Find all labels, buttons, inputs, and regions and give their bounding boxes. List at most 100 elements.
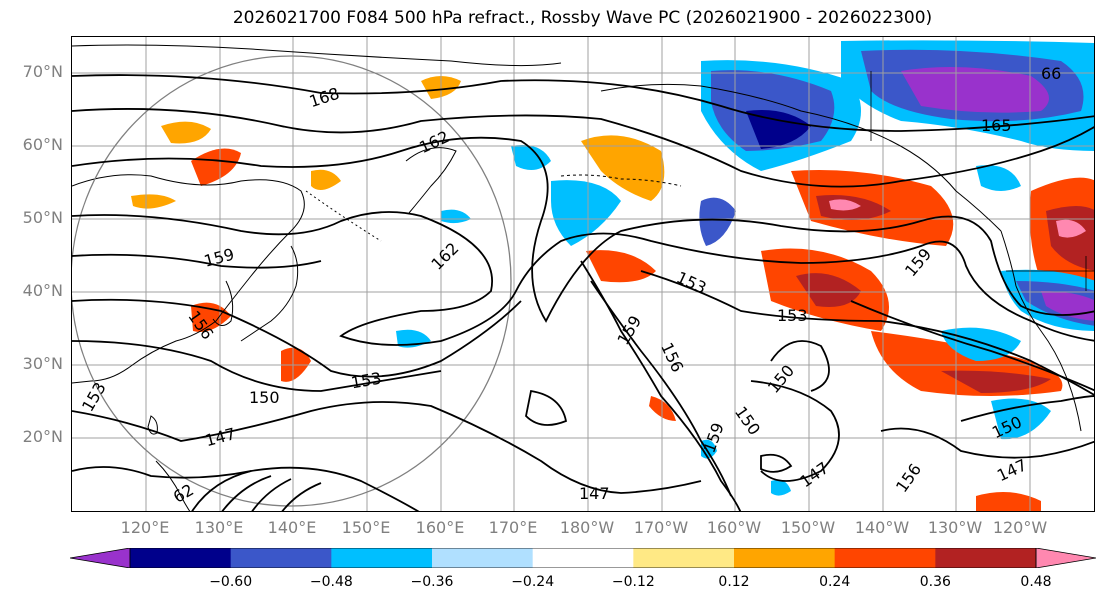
coastline-kurils <box>305 190 382 242</box>
contour-label: 162 <box>427 239 462 274</box>
shade-area <box>551 180 621 246</box>
contour-label: 168 <box>307 84 342 112</box>
colorbar-tick-label: 0.12 <box>718 574 750 590</box>
colorbar-tick-label: 0.24 <box>819 574 851 590</box>
contour-label: 153 <box>78 379 110 415</box>
colorbar <box>70 548 1096 568</box>
lon-label-120w: 120°W <box>992 518 1048 537</box>
colorbar-tick-label: −0.12 <box>611 574 655 590</box>
colorbar-tick-label: −0.36 <box>410 574 454 590</box>
lon-label-170e: 170°E <box>488 518 538 537</box>
colorbar-tick-label: 0.36 <box>919 574 951 590</box>
lat-label-50n: 50°N <box>22 208 63 227</box>
lat-label-40n: 40°N <box>22 281 63 300</box>
contour-label: 150 <box>764 361 798 397</box>
contour-label: 147 <box>994 455 1030 485</box>
colorbar-tick-label: −0.48 <box>309 574 353 590</box>
contour-label: 66 <box>1041 64 1061 83</box>
shade-area <box>161 121 211 144</box>
contour-label: 147 <box>203 424 237 450</box>
lat-label-70n: 70°N <box>22 62 63 81</box>
colorbar-extend-high <box>1035 548 1096 568</box>
lon-label-120e: 120°E <box>120 518 170 537</box>
lat-label-30n: 30°N <box>22 354 63 373</box>
contour-label: 150 <box>731 403 764 439</box>
shade-area <box>829 199 861 211</box>
contour-144 <box>72 466 420 511</box>
shading-layer <box>131 40 1094 511</box>
coastline-kamchatka <box>405 147 457 214</box>
map-panel: 168 165 162 162 159 159 159 159 156 156 … <box>71 36 1095 512</box>
coastline-boundary <box>870 71 1094 291</box>
shade-area <box>941 370 1051 393</box>
shade-area <box>796 273 861 307</box>
shade-area <box>441 209 471 224</box>
shade-area <box>1056 219 1086 238</box>
lat-label-20n: 20°N <box>22 427 63 446</box>
coastline-alaska <box>600 83 1002 232</box>
contour-150 <box>72 280 1094 497</box>
shade-area <box>586 250 656 283</box>
coastline-korea <box>212 280 234 326</box>
contour-label: 150 <box>249 388 280 407</box>
colorbar-segment <box>734 548 836 568</box>
contour-168 <box>72 74 1094 132</box>
colorbar-extend-low <box>70 548 131 568</box>
shade-area <box>746 110 811 149</box>
lon-label-160e: 160°E <box>415 518 465 537</box>
lon-label-180w: 180°W <box>559 518 615 537</box>
contour-label: 153 <box>349 368 382 392</box>
lon-label-130w: 130°W <box>927 518 983 537</box>
coastline-arctic <box>72 44 562 67</box>
colorbar-tick-label: −0.60 <box>209 574 253 590</box>
lon-label-140e: 140°E <box>267 518 317 537</box>
contour-label: 162 <box>416 127 452 157</box>
coastline-aleutians <box>560 174 682 187</box>
colorbar-outline <box>129 548 1037 568</box>
map-canvas: 168 165 162 162 159 159 159 159 156 156 … <box>72 37 1094 511</box>
shade-area <box>976 165 1021 191</box>
colorbar-segment <box>834 548 936 568</box>
contour-label: 153 <box>777 306 808 325</box>
colorbar-segment <box>230 548 332 568</box>
colorbar-segment <box>130 548 232 568</box>
shade-area <box>581 135 665 201</box>
contour-label: 156 <box>892 460 925 496</box>
contour-159 <box>72 211 1094 346</box>
lat-label-60n: 60°N <box>22 135 63 154</box>
contour-label: 165 <box>981 116 1012 135</box>
colorbar-segment <box>331 548 433 568</box>
contour-label: 159 <box>613 312 645 348</box>
contour-165 <box>72 108 1094 188</box>
shade-area <box>771 479 791 496</box>
lon-label-150w: 150°W <box>780 518 836 537</box>
colorbar-segment <box>532 548 634 568</box>
coastline-philippines <box>155 460 191 511</box>
coastline-asia <box>72 174 305 384</box>
refractivity-contours <box>72 74 1094 511</box>
shade-area <box>191 148 241 186</box>
target-circle <box>72 55 512 507</box>
lon-label-170w: 170°W <box>633 518 689 537</box>
contour-eddy <box>525 389 793 473</box>
lon-label-160w: 160°W <box>706 518 762 537</box>
shade-area <box>511 145 551 170</box>
contour-162 <box>72 136 1094 323</box>
colorbar-segment <box>432 548 534 568</box>
colorbar-tick-label: −0.24 <box>511 574 555 590</box>
colorbar-segment <box>633 548 735 568</box>
coastline-japan <box>240 245 299 342</box>
contour-label: 147 <box>579 484 610 503</box>
shade-area <box>131 194 176 209</box>
map-title: 2026021700 F084 500 hPa refract., Rossby… <box>232 8 933 28</box>
lon-label-140w: 140°W <box>854 518 910 537</box>
contour-153 <box>72 270 1094 396</box>
contour-147 <box>72 380 1094 494</box>
shade-area <box>311 169 341 190</box>
shade-area <box>191 302 231 332</box>
shade-area <box>901 67 1049 113</box>
contour-label: 159 <box>699 420 727 455</box>
shade-area <box>976 492 1041 511</box>
lon-label-150e: 150°E <box>341 518 391 537</box>
shade-area <box>699 197 736 246</box>
